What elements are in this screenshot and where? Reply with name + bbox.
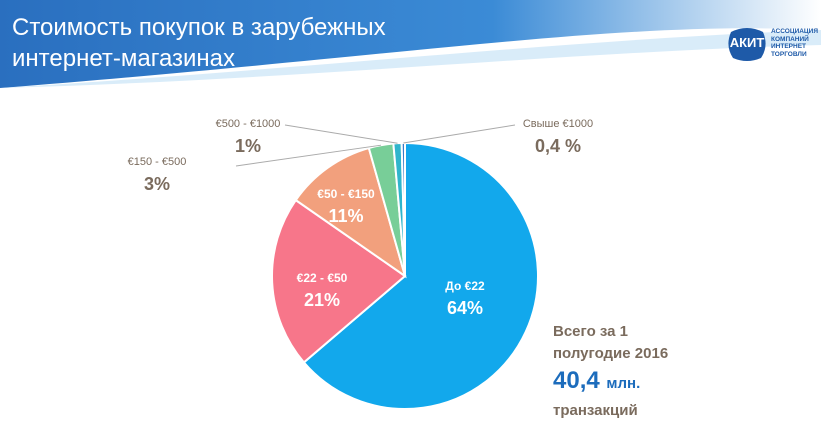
pie-slice-2	[271, 198, 407, 364]
summary-line-4: транзакций	[553, 402, 638, 419]
logo-badge-shape	[728, 28, 766, 61]
slice-value-3: 11%	[328, 206, 363, 226]
slice-value-2: 21%	[304, 290, 340, 310]
title-line-2: интернет-магазинах	[12, 45, 236, 72]
summary-block: Всего за 1 полугодие 2016 40,4 млн. тран…	[553, 321, 668, 422]
summary-amount-row: 40,4 млн.	[553, 365, 668, 400]
header-background	[0, 0, 821, 88]
logo-sub-line-1: АССОЦИАЦИЯ	[771, 28, 819, 35]
slice-value-4: 3%	[144, 174, 170, 194]
leader-line-4	[235, 144, 382, 167]
leader-line-5	[284, 124, 398, 144]
akit-logo: АКИТ АССОЦИАЦИЯ КОМПАНИЙ ИНТЕРНЕТ ТОРГОВ…	[727, 26, 818, 66]
title-line-1: Стоимость покупок в зарубежных	[12, 14, 386, 41]
logo-badge-text: АКИТ	[729, 35, 765, 50]
logo-subtitle: АССОЦИАЦИЯ КОМПАНИЙ ИНТЕРНЕТ ТОРГОВЛИ	[771, 28, 818, 58]
slice-value-6: 0,4 %	[535, 136, 581, 156]
slice-label-4: €150 - €500	[128, 156, 187, 168]
summary-unit: млн.	[606, 375, 641, 392]
slice-value-1: 64%	[447, 298, 483, 318]
leader-line-6	[403, 124, 516, 144]
slice-label-6: Свыше €1000	[523, 118, 593, 130]
header-banner: Стоимость покупок в зарубежных интернет-…	[0, 0, 821, 88]
page-title: Стоимость покупок в зарубежных интернет-…	[12, 12, 386, 74]
slice-value-5: 1%	[235, 136, 261, 156]
slice-label-3: €50 - €150	[317, 187, 375, 201]
pie-slice-1	[302, 141, 539, 410]
summary-amount: 40,4	[553, 367, 600, 394]
summary-line-2: полугодие 2016	[553, 345, 669, 362]
logo-sub-line-4: ТОРГОВЛИ	[771, 50, 807, 58]
slice-label-5: €500 - €1000	[216, 118, 281, 130]
slice-label-2: €22 - €50	[297, 271, 348, 285]
summary-line-1: Всего за 1	[553, 323, 629, 340]
logo-sub-line-3: ИНТЕРНЕТ	[771, 43, 807, 50]
logo-sub-line-2: КОМПАНИЙ	[771, 35, 809, 43]
slice-label-1: До €22	[445, 279, 485, 293]
